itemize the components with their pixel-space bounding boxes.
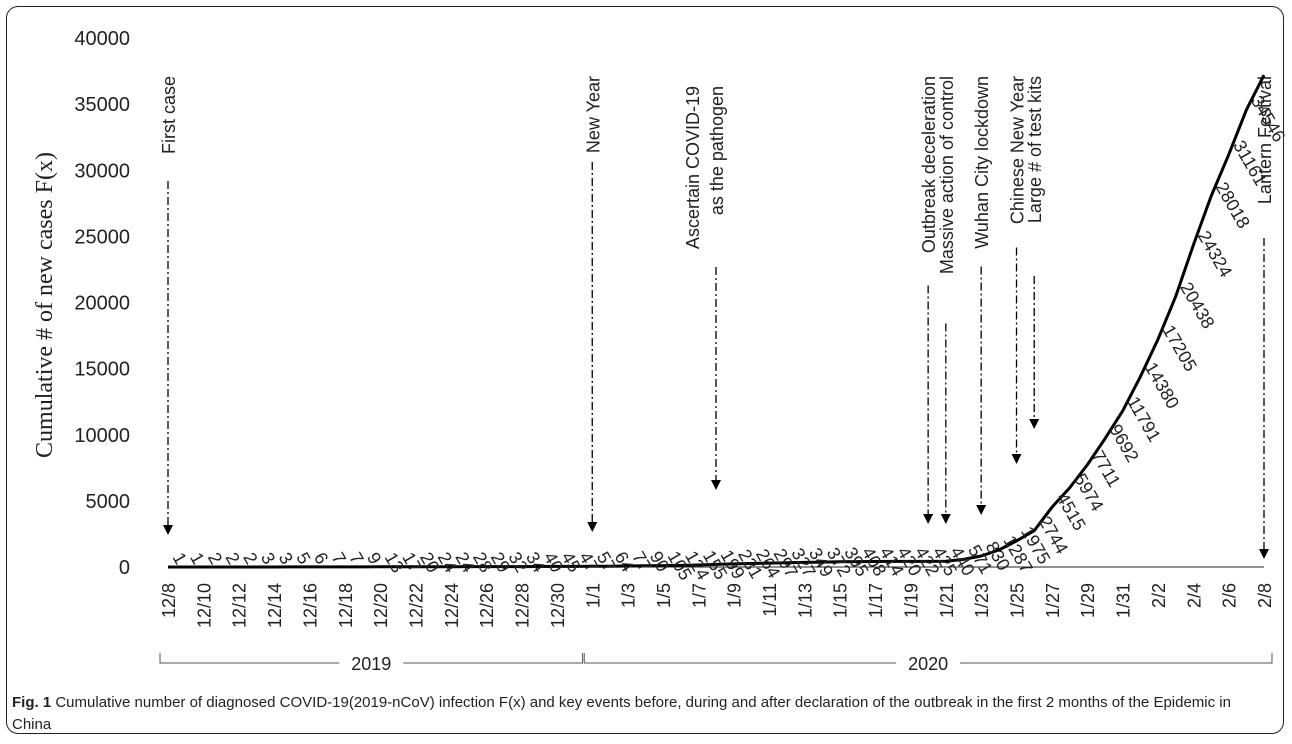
year-bracket	[583, 653, 1273, 664]
axes: 0 5000 10000 15000 20000 25000 30000 35000 40000…	[74, 28, 1275, 628]
x-tick-label: 1/3	[619, 583, 639, 608]
x-tick-label: 2/6	[1220, 583, 1240, 608]
annotation-label: Large # of test kits	[1025, 76, 1045, 223]
x-tick-label: 12/16	[300, 583, 320, 628]
year-bracket	[159, 653, 584, 664]
y-tick-label: 30000	[74, 160, 130, 182]
annotation-label: as the pathogen	[707, 86, 727, 215]
x-tick-label: 1/11	[760, 583, 780, 617]
annotation-label: Chinese New Year	[1008, 76, 1028, 224]
x-tick-label: 1/1	[583, 583, 603, 608]
data-labels: 1122233567791317202424282932344045475764…	[169, 92, 1290, 584]
caption-text: Cumulative number of diagnosed COVID-19(…	[12, 694, 1231, 733]
x-tick-label: 1/9	[725, 583, 745, 608]
annotation-label: Massive action of control	[937, 76, 957, 274]
x-tick-label: 12/22	[406, 583, 426, 628]
annotation-label: Outbreak deceleration	[919, 76, 939, 253]
x-tick-label: 1/17	[866, 583, 886, 618]
annotation-label: New Year	[583, 76, 603, 153]
annotation-label: Wuhan City lockdown	[972, 76, 992, 249]
y-tick-label: 10000	[74, 425, 130, 447]
x-tick-label: 12/30	[548, 583, 568, 628]
y-tick-label: 25000	[74, 226, 130, 248]
x-tick-label: 12/10	[194, 583, 214, 628]
caption-label: Fig. 1	[12, 694, 52, 711]
x-tick-label: 1/31	[1114, 583, 1134, 618]
x-tick-label: 1/27	[1043, 583, 1063, 618]
year-label: 2020	[908, 654, 948, 674]
y-tick-label: 40000	[74, 28, 130, 50]
x-tick-label: 1/25	[1008, 583, 1028, 618]
x-tick-label: 2/8	[1255, 583, 1275, 608]
y-tick-label: 5000	[86, 491, 131, 513]
line-chart: Cumulative # of new cases F(x) 0 5000 1000…	[32, 28, 1290, 674]
data-label: 24324	[1194, 227, 1236, 280]
x-tick-label: 1/13	[795, 583, 815, 618]
x-tick-label: 12/26	[477, 583, 497, 628]
y-tick-label: 0	[119, 557, 130, 579]
annotation-label: First case	[159, 76, 179, 154]
x-tick-label: 12/18	[336, 583, 356, 628]
year-groups: 2019 2020	[159, 653, 1273, 674]
x-tick-label: 2/2	[1149, 583, 1169, 608]
x-tick-label: 1/21	[937, 583, 957, 618]
figure-caption: Fig. 1 Cumulative number of diagnosed CO…	[12, 692, 1274, 736]
data-label: 34546	[1247, 92, 1289, 145]
data-label: 28018	[1212, 178, 1254, 231]
x-tick-label: 1/15	[831, 583, 851, 618]
x-tick-label: 12/14	[265, 583, 285, 628]
x-tick-label: 12/28	[513, 583, 533, 628]
x-tick-label: 1/5	[654, 583, 674, 608]
series	[168, 74, 1266, 569]
y-tick-label: 15000	[74, 359, 130, 381]
annotations: First case New Year Ascertain COVID-19 as t…	[159, 76, 1275, 559]
x-tick-label: 1/23	[972, 583, 992, 618]
y-tick-label: 20000	[74, 293, 130, 315]
x-tick-label: 1/19	[901, 583, 921, 618]
x-tick-label: 1/7	[689, 583, 709, 608]
data-label: 17205	[1158, 321, 1200, 374]
x-tick-label: 1/29	[1078, 583, 1098, 618]
x-tick-label: 12/20	[371, 583, 391, 628]
x-tick-label: 12/8	[159, 583, 179, 618]
y-tick-label: 35000	[74, 94, 130, 116]
annotation-label: Ascertain COVID-19	[683, 86, 703, 249]
annotation-label: Lantern Festival	[1255, 76, 1275, 204]
data-label: 20438	[1176, 279, 1218, 332]
figure-frame	[6, 6, 1284, 734]
x-tick-label: 12/24	[442, 583, 462, 628]
year-label: 2019	[351, 654, 391, 674]
series-line	[168, 74, 1266, 569]
x-tick-label: 12/12	[230, 583, 250, 628]
y-axis-label: Cumulative # of new cases F(x)	[32, 152, 58, 458]
x-tick-label: 2/4	[1184, 583, 1204, 608]
